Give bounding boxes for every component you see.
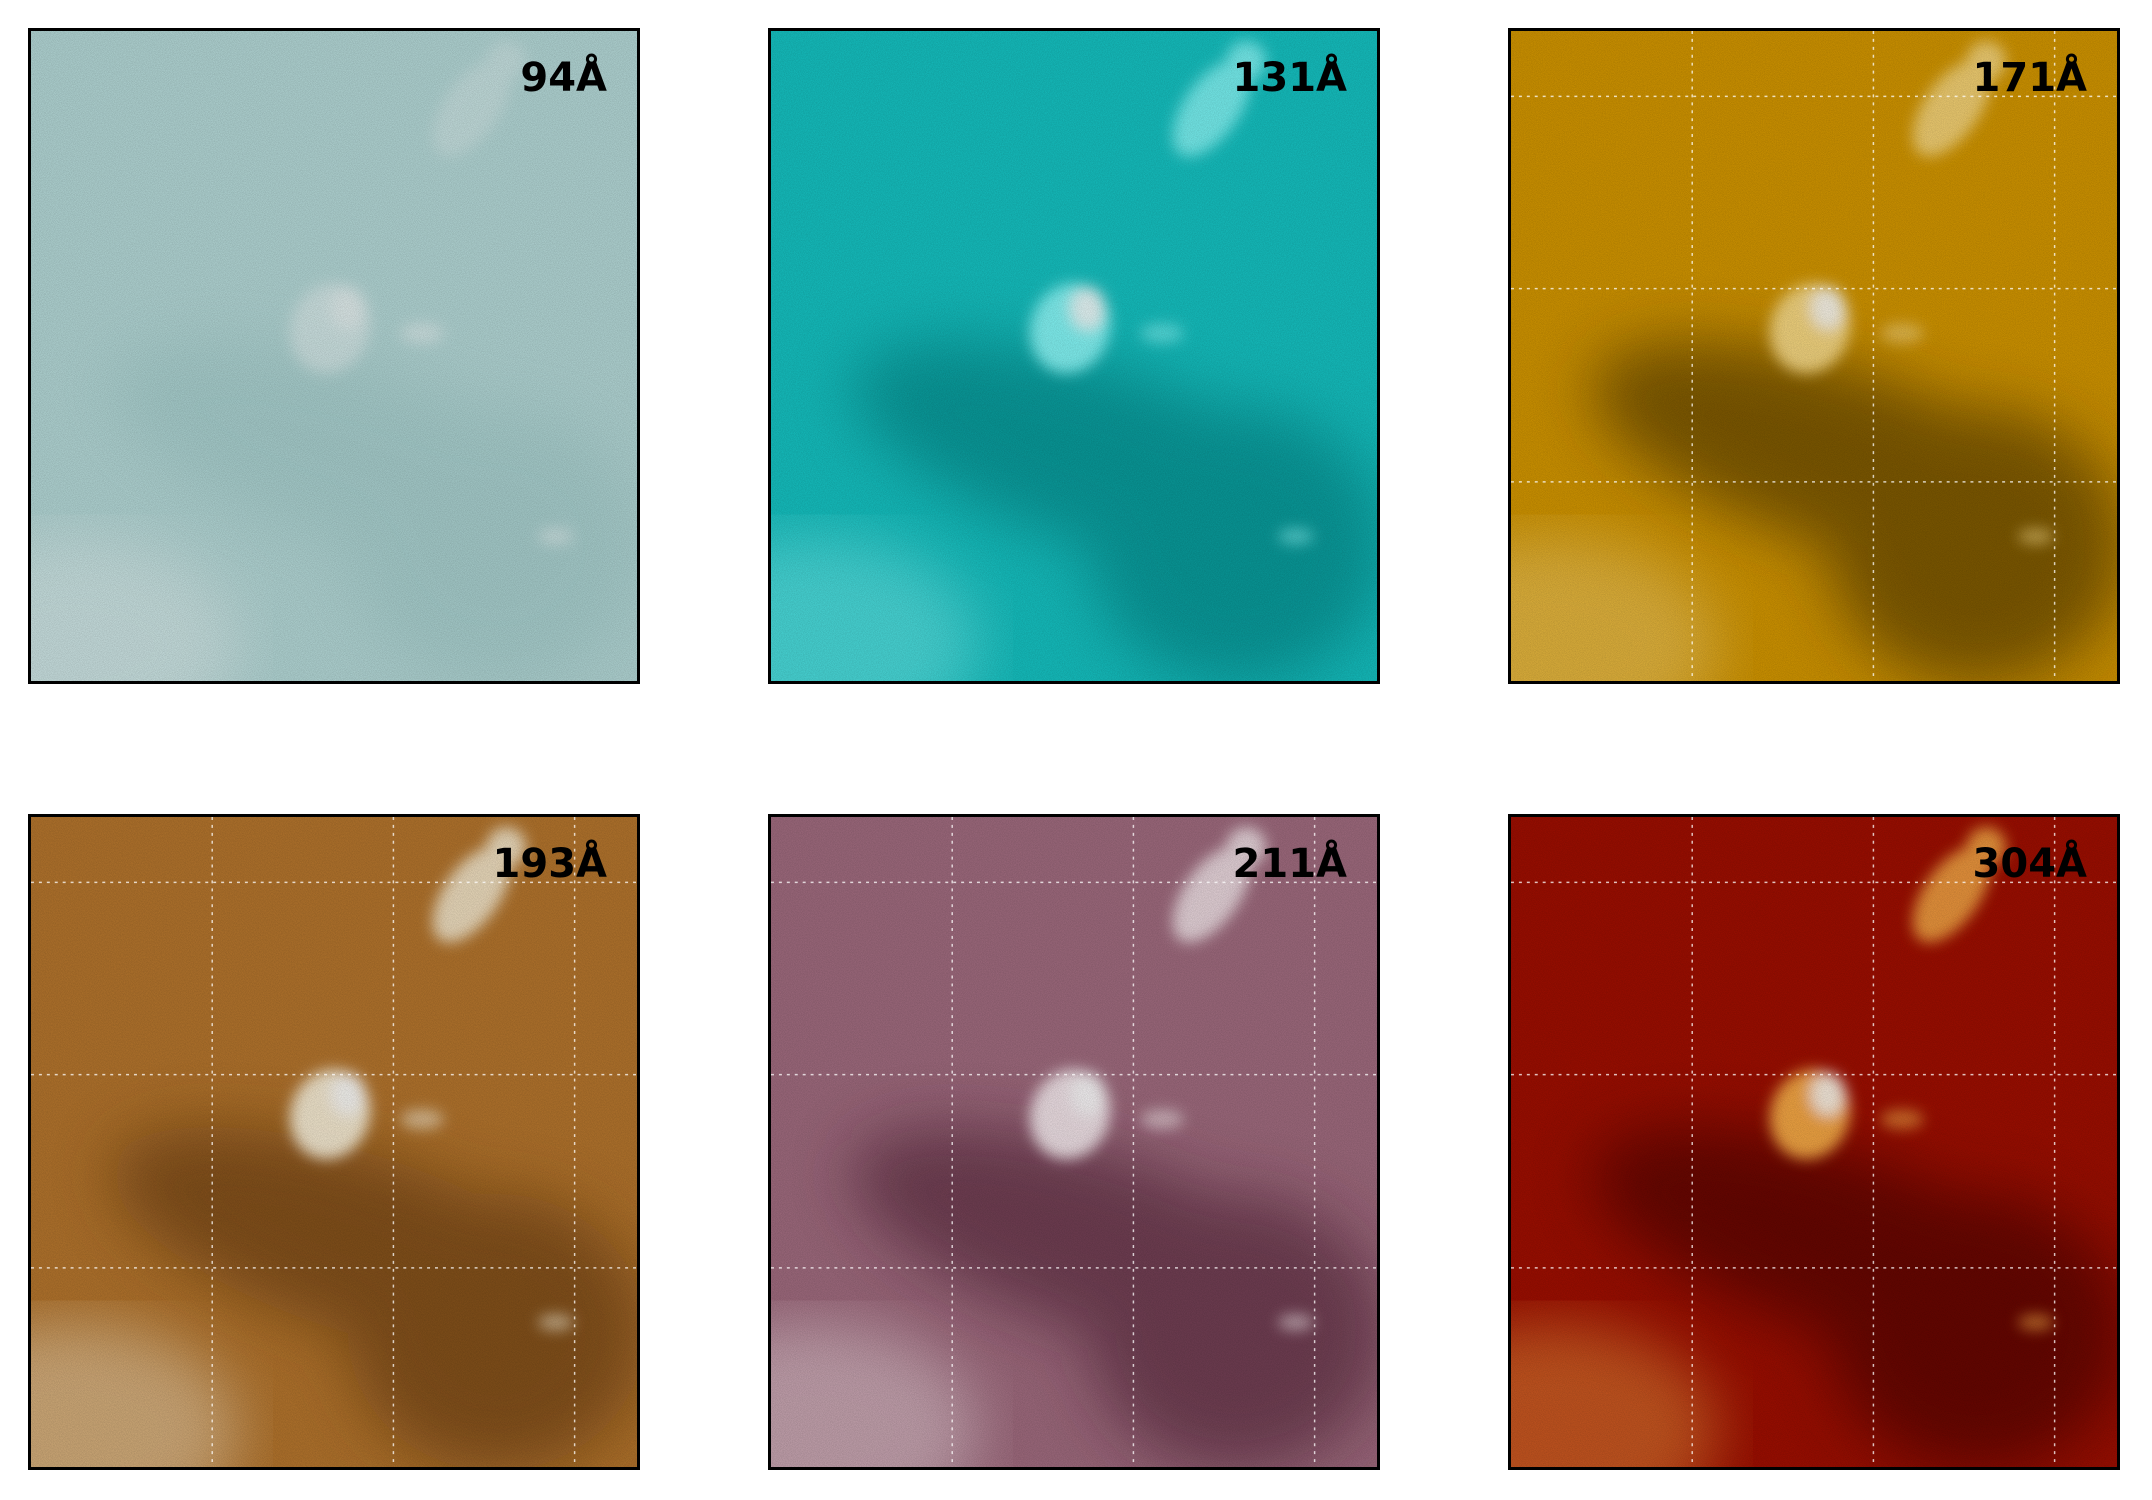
panel-94: 94Å bbox=[28, 28, 640, 684]
wavelength-label: 94Å bbox=[520, 55, 607, 101]
solar-image-94 bbox=[31, 31, 637, 681]
panel-171: 171Å bbox=[1508, 28, 2120, 684]
wavelength-label: 304Å bbox=[1972, 841, 2087, 887]
wavelength-label: 131Å bbox=[1232, 55, 1347, 101]
wavelength-label: 211Å bbox=[1232, 841, 1347, 887]
panel-211: 211Å bbox=[768, 814, 1380, 1470]
solar-image-211 bbox=[771, 817, 1377, 1467]
solar-image-131 bbox=[771, 31, 1377, 681]
solar-image-193 bbox=[31, 817, 637, 1467]
panel-193: 193Å bbox=[28, 814, 640, 1470]
panel-131: 131Å bbox=[768, 28, 1380, 684]
solar-image-304 bbox=[1511, 817, 2117, 1467]
wavelength-label: 193Å bbox=[492, 841, 607, 887]
solar-image-171 bbox=[1511, 31, 2117, 681]
wavelength-label: 171Å bbox=[1972, 55, 2087, 101]
panel-304: 304Å bbox=[1508, 814, 2120, 1470]
